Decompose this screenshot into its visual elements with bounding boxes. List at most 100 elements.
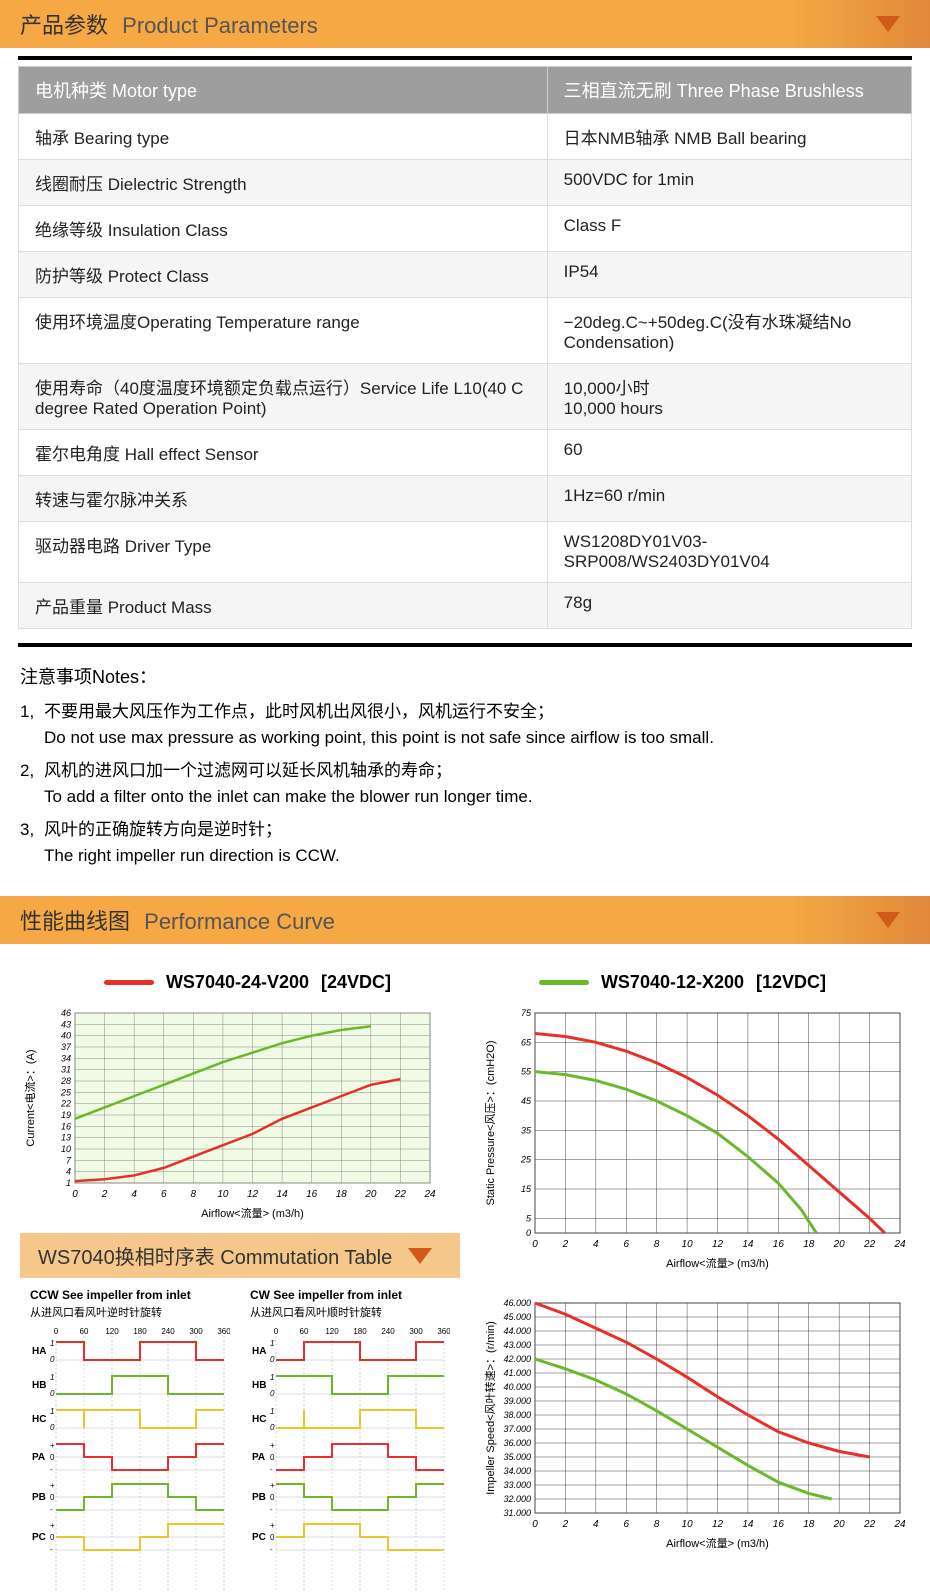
th-right: 三相直流无刷 Three Phase Brushless (547, 67, 911, 114)
svg-text:20: 20 (833, 1239, 846, 1250)
svg-text:7: 7 (66, 1155, 72, 1165)
table-row: 轴承 Bearing type日本NMB轴承 NMB Ball bearing (19, 114, 912, 160)
svg-text:0: 0 (270, 1453, 275, 1462)
svg-text:360: 360 (217, 1327, 230, 1336)
svg-text:+: + (50, 1521, 55, 1530)
svg-text:18: 18 (336, 1189, 348, 1200)
svg-text:12: 12 (247, 1189, 259, 1200)
svg-text:+: + (270, 1481, 275, 1490)
svg-text:300: 300 (189, 1327, 203, 1336)
arrow-down-icon (876, 912, 900, 928)
svg-text:16: 16 (773, 1239, 785, 1250)
title-cn: 产品参数 (20, 13, 108, 38)
svg-text:35: 35 (521, 1125, 532, 1135)
svg-text:+: + (50, 1441, 55, 1450)
table-row: 使用寿命（40度温度环境额定负载点运行）Service Life L10(40 … (19, 364, 912, 430)
svg-text:120: 120 (105, 1327, 119, 1336)
svg-text:14: 14 (277, 1189, 289, 1200)
svg-text:43.000: 43.000 (503, 1340, 531, 1350)
svg-text:60: 60 (80, 1327, 89, 1336)
svg-text:65: 65 (521, 1037, 532, 1047)
svg-text:25: 25 (60, 1087, 72, 1097)
svg-text:31: 31 (61, 1065, 71, 1075)
comm-subtitle: 从进风口看风叶逆时针旋转 (30, 1304, 230, 1320)
svg-text:25: 25 (520, 1155, 532, 1165)
commutation-row: CCW See impeller from inlet 从进风口看风叶逆时针旋转… (20, 1288, 460, 1596)
svg-text:10: 10 (682, 1519, 694, 1530)
cell-label: 使用寿命（40度温度环境额定负载点运行）Service Life L10(40 … (19, 364, 548, 430)
svg-text:33.000: 33.000 (503, 1480, 531, 1490)
svg-text:16: 16 (61, 1121, 71, 1131)
cell-label: 转速与霍尔脉冲关系 (19, 476, 548, 522)
svg-text:4: 4 (131, 1189, 137, 1200)
section-header-perf: 性能曲线图 Performance Curve (0, 896, 930, 944)
section-header-params: 产品参数 Product Parameters (0, 0, 930, 48)
svg-text:6: 6 (623, 1239, 629, 1250)
divider (18, 56, 912, 60)
cell-label: 防护等级 Protect Class (19, 252, 548, 298)
svg-text:24: 24 (893, 1239, 906, 1250)
table-row: 霍尔电角度 Hall effect Sensor60 (19, 430, 912, 476)
svg-text:38.000: 38.000 (503, 1410, 531, 1420)
svg-text:6: 6 (161, 1189, 167, 1200)
svg-text:240: 240 (381, 1327, 395, 1336)
svg-text:45: 45 (521, 1096, 532, 1106)
svg-text:55: 55 (521, 1067, 532, 1077)
th-left: 电机种类 Motor type (19, 67, 548, 114)
svg-text:22: 22 (394, 1189, 407, 1200)
comm-ccw: CCW See impeller from inlet 从进风口看风叶逆时针旋转… (30, 1288, 230, 1596)
left-col: 0246810121416182022241471013161922252831… (20, 1003, 460, 1596)
svg-text:20: 20 (833, 1519, 846, 1530)
charts-row: 0246810121416182022241471013161922252831… (0, 1003, 930, 1596)
svg-text:0: 0 (270, 1533, 275, 1542)
svg-text:37: 37 (61, 1042, 72, 1052)
section-title: 性能曲线图 Performance Curve (20, 904, 335, 936)
svg-text:0: 0 (54, 1327, 59, 1336)
svg-text:PC: PC (32, 1532, 46, 1543)
svg-text:4: 4 (593, 1519, 599, 1530)
cell-value: 日本NMB轴承 NMB Ball bearing (547, 114, 911, 160)
cell-value: WS1208DY01V03-SRP008/WS2403DY01V04 (547, 522, 911, 583)
svg-text:180: 180 (353, 1327, 367, 1336)
title-cn: 性能曲线图 (20, 909, 130, 934)
svg-text:28: 28 (60, 1076, 71, 1086)
cell-value: 60 (547, 430, 911, 476)
svg-text:1: 1 (270, 1373, 274, 1382)
svg-text:+: + (270, 1521, 275, 1530)
svg-text:HB: HB (32, 1380, 46, 1391)
svg-text:22: 22 (60, 1099, 71, 1109)
svg-text:41.000: 41.000 (503, 1368, 531, 1378)
table-row: 线圈耐压 Dielectric Strength500VDC for 1min (19, 160, 912, 206)
svg-text:18: 18 (803, 1519, 815, 1530)
svg-text:34: 34 (61, 1053, 71, 1063)
svg-text:HB: HB (252, 1380, 266, 1391)
svg-text:75: 75 (521, 1008, 532, 1018)
svg-text:1: 1 (50, 1373, 54, 1382)
svg-text:13: 13 (61, 1133, 71, 1143)
cell-label: 驱动器电路 Driver Type (19, 522, 548, 583)
svg-text:40: 40 (61, 1031, 71, 1041)
svg-text:2: 2 (562, 1239, 569, 1250)
svg-text:8: 8 (191, 1189, 197, 1200)
chart-current: 0246810121416182022241471013161922252831… (20, 1003, 460, 1223)
cell-value: IP54 (547, 252, 911, 298)
sub-title: WS7040换相时序表 Commutation Table (38, 1241, 392, 1270)
svg-text:0: 0 (532, 1239, 538, 1250)
svg-text:19: 19 (61, 1110, 71, 1120)
legend-line-icon (104, 980, 154, 985)
svg-text:HA: HA (252, 1346, 266, 1357)
legend-row: WS7040-24-V200 [24VDC] WS7040-12-X200 [1… (0, 952, 930, 1003)
cell-label: 产品重量 Product Mass (19, 583, 548, 629)
svg-text:PB: PB (252, 1492, 266, 1503)
svg-text:20: 20 (364, 1189, 377, 1200)
svg-text:+: + (50, 1481, 55, 1490)
svg-text:10: 10 (61, 1144, 71, 1154)
right-col: 0246810121416182022240515253545556575Air… (480, 1003, 910, 1596)
cell-value: Class F (547, 206, 911, 252)
cell-value: −20deg.C~+50deg.C(没有水珠凝结No Condensation) (547, 298, 911, 364)
svg-text:5: 5 (526, 1213, 532, 1223)
table-row: 防护等级 Protect ClassIP54 (19, 252, 912, 298)
svg-text:0: 0 (270, 1493, 275, 1502)
svg-text:0: 0 (274, 1327, 279, 1336)
svg-text:36.000: 36.000 (503, 1438, 531, 1448)
